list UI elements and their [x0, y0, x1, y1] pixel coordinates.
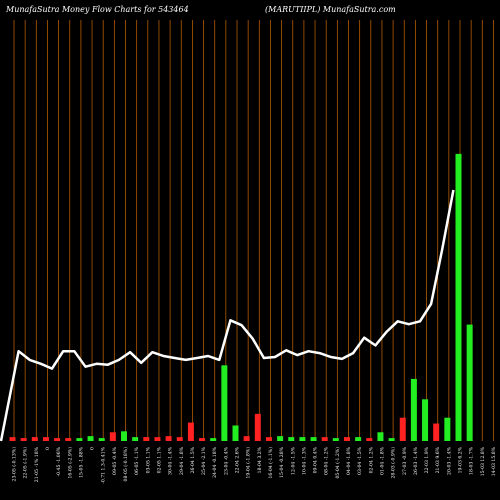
money-flow-bar	[466, 324, 473, 441]
money-flow-bar	[388, 438, 395, 441]
price-line	[0, 189, 455, 442]
x-tick-label: 18-04 3.2%	[257, 446, 263, 473]
x-tick-label: 24-04 -0.18%	[212, 446, 218, 477]
money-flow-bar	[176, 437, 183, 441]
money-flow-bar	[288, 437, 295, 441]
x-tick-label: 21-05 -1% 18%	[34, 446, 40, 482]
x-tick-label: -0.71 1.3-0.41%	[101, 446, 107, 483]
money-flow-bar	[321, 437, 328, 441]
x-tick-label: 16-04 (-1.1%)	[267, 447, 274, 479]
x-tick-label: 10-04 -1.3%	[301, 446, 307, 475]
x-tick-label: 05-04 (-1.2%)	[334, 447, 341, 479]
x-tick-label: 03-04 -1.5%	[357, 446, 363, 475]
money-flow-bar	[65, 438, 72, 441]
money-flow-bar	[121, 431, 127, 441]
x-tick-label: 29-04 -1.8%	[179, 446, 185, 475]
money-flow-bar	[76, 438, 83, 441]
x-tick-label: 08-05 (-0.18%)	[122, 447, 129, 482]
money-flow-bar	[332, 438, 339, 441]
money-flow-bar	[455, 153, 462, 441]
x-tick-label: -0.45 -1.06%	[56, 446, 62, 476]
x-tick-label: 02-04 1.2%	[368, 446, 374, 473]
x-tick-label: 22-03 1.9%	[424, 446, 430, 473]
money-flow-bar	[109, 432, 116, 441]
x-tick-label: 0	[45, 447, 51, 450]
money-flow-bar	[165, 436, 172, 441]
x-tick-label: 04-04 -1.8%	[346, 446, 352, 475]
x-tick-label: 01-04 -1.8%	[379, 446, 385, 475]
x-tick-label: 15-04 -0.28%	[279, 446, 285, 477]
money-flow-bar	[299, 437, 306, 441]
money-flow-bar	[422, 399, 429, 441]
money-flow-bar	[87, 436, 94, 441]
money-flow-bar	[132, 437, 139, 441]
site-title: (MARUTIIPL) MunafaSutra.com	[265, 5, 396, 14]
x-tick-label: 21-03 9.6%	[435, 446, 441, 473]
money-flow-bar	[199, 438, 206, 441]
money-flow-bar	[243, 436, 250, 441]
money-flow-bar	[42, 437, 49, 441]
x-tick-label: 19-04 (-1.8%)	[245, 447, 252, 479]
money-flow-bar	[344, 437, 350, 441]
x-tick-label: 26-03 -1.4%	[413, 446, 419, 475]
x-tick-label: 25-04 -2.1%	[201, 446, 207, 475]
money-flow-bar	[377, 432, 384, 441]
money-flow-bar	[265, 437, 272, 441]
x-tick-label: 09-04 0.4%	[313, 446, 319, 473]
x-tick-label: 03-05 1.1%	[145, 446, 151, 473]
money-flow-bar	[355, 437, 362, 441]
money-flow-bar	[210, 438, 217, 441]
x-tick-label: 28-03 (-0.9%)	[390, 447, 397, 479]
money-flow-bar	[187, 422, 194, 441]
x-tick-label: 06-05 -1.1%	[134, 446, 140, 475]
money-flow-bars	[9, 153, 473, 441]
money-flow-bar	[310, 437, 317, 441]
money-flow-bar	[399, 417, 406, 441]
x-tick-label: 23-05 (-0.13%)	[11, 447, 18, 482]
x-tick-label: 26-04 1.5%	[190, 446, 196, 473]
money-flow-bar	[433, 423, 440, 441]
money-flow-bar	[444, 417, 451, 441]
money-flow-bar	[54, 438, 61, 441]
money-flow-bar	[366, 438, 373, 441]
x-tick-label: 22-05 (-1.9%)	[22, 447, 29, 479]
money-flow-bar	[143, 437, 150, 441]
x-tick-label: 02-05 1.1%	[156, 446, 162, 473]
money-flow-bar	[9, 437, 16, 441]
x-tick-label: 23-04 -0.4%	[223, 446, 229, 475]
chart-title: MunafaSutra Money Flow Charts for 543464	[5, 5, 189, 14]
x-tick-label: 15-05 -1.88%	[78, 446, 84, 477]
money-flow-bar	[410, 378, 417, 441]
x-tick-label: 16-05 (-2.9%)	[66, 447, 73, 479]
money-flow-bar	[20, 438, 27, 441]
x-tick-label: 08-04 -1.2%	[324, 446, 330, 475]
x-tick-label: 30-04 -1.4%	[168, 446, 174, 475]
money-flow-bar	[154, 437, 161, 441]
money-flow-bar	[277, 436, 284, 441]
x-tick-label: 09-05 -0.4%	[112, 446, 118, 475]
money-flow-bar	[98, 438, 105, 441]
x-axis-tick-labels: 23-05 (-0.13%) 22-05 (-1.9%) 21-05 -1% 18%…	[11, 446, 497, 483]
x-tick-label: 19-03 6.2%	[458, 446, 464, 473]
x-tick-label: 18-03 -1.7%	[469, 446, 475, 475]
money-flow-bar	[254, 413, 261, 441]
x-tick-label: 14-03 15.8%	[491, 446, 497, 476]
money-flow-bar	[221, 365, 228, 441]
x-tick-label: 20-03 -1.4%	[446, 446, 452, 475]
x-tick-label: 0	[90, 447, 96, 450]
x-tick-label: 22-04 2.6%	[235, 446, 241, 473]
x-tick-label: 15-03 12.8%	[480, 446, 486, 476]
money-flow-bar	[31, 437, 38, 441]
x-tick-label: 27-03 -0.9%	[402, 446, 408, 475]
money-flow-bar	[232, 425, 239, 441]
x-tick-label: 12-04 -1.5%	[290, 446, 296, 475]
